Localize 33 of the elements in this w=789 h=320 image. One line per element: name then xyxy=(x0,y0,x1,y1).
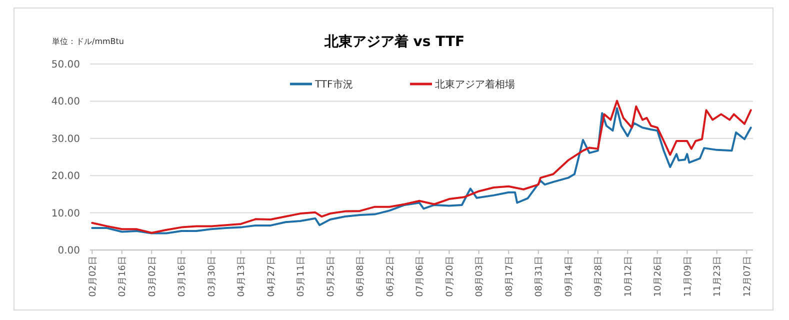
chart-title: 北東アジア着 vs TTF xyxy=(323,33,465,50)
x-tick-label: 09月28日 xyxy=(594,256,604,297)
y-tick-label: 30.00 xyxy=(51,134,80,145)
y-tick-label: 20.00 xyxy=(51,171,80,182)
x-tick-label: 10月26日 xyxy=(654,256,664,297)
x-tick-label: 08月17日 xyxy=(504,256,515,297)
x-tick-label: 05月11日 xyxy=(296,256,307,297)
x-tick-label: 09月14日 xyxy=(564,256,574,297)
x-tick-label: 11月23日 xyxy=(713,256,724,297)
x-tick-label: 03月02日 xyxy=(148,256,158,297)
y-tick-label: 50.00 xyxy=(51,60,80,70)
x-tick-label: 10月12日 xyxy=(624,256,634,297)
x-tick-label: 02月16日 xyxy=(118,256,128,297)
x-tick-label: 12月07日 xyxy=(742,256,753,297)
x-tick-label: 04月13日 xyxy=(237,256,248,297)
x-tick-label: 03月16日 xyxy=(178,256,188,297)
x-tick-label: 11月09日 xyxy=(683,256,694,297)
x-tick-label: 05月25日 xyxy=(326,256,336,297)
x-tick-label: 03月30日 xyxy=(207,256,218,297)
x-tick-label: 07月06日 xyxy=(416,256,426,297)
y-tick-label: 10.00 xyxy=(51,208,80,220)
y-tick-label: 0.00 xyxy=(58,246,80,256)
text: 単位：ドル/mmBtu xyxy=(52,37,124,46)
legend-label: 北東アジア着相場 xyxy=(435,78,515,90)
x-tick-label: 08月03日 xyxy=(475,256,486,297)
x-tick-label: 08月31日 xyxy=(534,256,545,297)
y-tick-label: 40.00 xyxy=(51,96,80,108)
x-tick-label: 04月27日 xyxy=(266,256,277,297)
legend-label: TTF市況 xyxy=(314,78,353,90)
x-tick-label: 06月08日 xyxy=(356,256,366,297)
x-tick-label: 02月02日 xyxy=(88,256,98,297)
x-tick-label: 07月20日 xyxy=(445,256,456,297)
x-tick-label: 06月22日 xyxy=(386,256,396,297)
